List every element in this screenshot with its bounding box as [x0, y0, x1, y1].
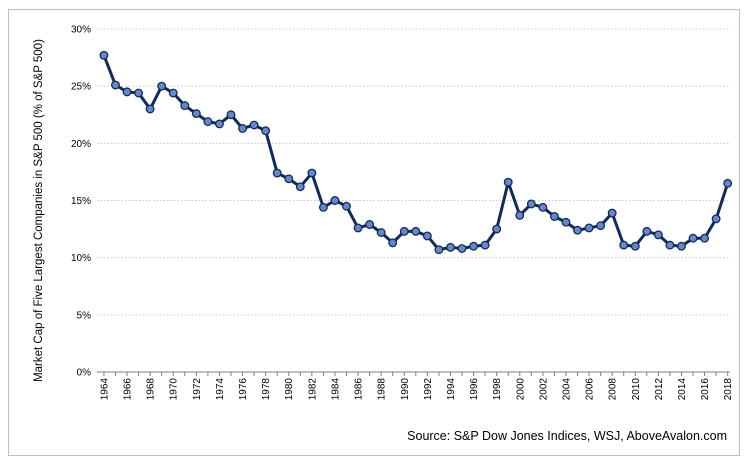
data-point-1983	[318, 202, 328, 212]
data-point-1979	[272, 168, 282, 178]
data-point-2012	[653, 230, 663, 240]
y-tick-label: 10%	[71, 253, 91, 264]
data-point-2016	[700, 233, 710, 243]
x-tick-label: 2016	[700, 378, 711, 401]
data-point-1993	[434, 245, 444, 255]
data-point-2011	[642, 226, 652, 236]
data-point-2000	[515, 210, 525, 220]
data-point-1992	[422, 231, 432, 241]
x-tick-label: 1992	[423, 378, 434, 401]
data-point-2006	[584, 223, 594, 233]
x-tick-label: 1984	[330, 378, 341, 401]
data-point-1991	[411, 226, 421, 236]
data-point-1981	[295, 182, 305, 192]
source-note: Source: S&P Dow Jones Indices, WSJ, Abov…	[407, 429, 727, 443]
data-point-1972	[191, 109, 201, 119]
x-tick-label: 2012	[654, 378, 665, 401]
data-point-2007	[596, 221, 606, 231]
x-tick-label: 1978	[261, 378, 272, 401]
data-point-1965	[111, 80, 120, 90]
data-points	[99, 50, 733, 255]
x-tick-label: 1974	[215, 378, 226, 401]
x-axis-ticks: 1964 1966 1968 1970 1972 1974 1976 1978 1980 1982…	[99, 372, 734, 400]
data-point-1987	[365, 220, 375, 229]
data-point-2003	[549, 212, 559, 221]
data-point-1994	[446, 242, 455, 252]
data-point-2009	[619, 240, 629, 250]
x-tick-label: 1986	[354, 378, 365, 401]
x-tick-label: 1964	[99, 378, 110, 401]
x-tick-label: 1968	[146, 378, 157, 401]
x-tick-label: 1990	[400, 378, 411, 401]
data-point-1985	[342, 201, 351, 211]
data-point-1977	[249, 120, 259, 130]
x-tick-label: 2000	[515, 378, 526, 401]
data-point-1976	[238, 124, 247, 133]
data-point-1998	[492, 224, 502, 234]
y-axis-ticks: 0% 5% 10% 15% 20% 25% 30%	[71, 25, 91, 379]
x-tick-label: 2002	[538, 378, 549, 401]
y-tick-label: 15%	[71, 196, 91, 207]
y-axis-title: Market Cap of Five Largest Companies in …	[33, 39, 45, 382]
data-point-1978	[261, 126, 271, 136]
data-point-1997	[480, 240, 490, 250]
data-point-2008	[607, 208, 617, 218]
y-tick-label: 25%	[71, 82, 91, 93]
x-tick-label: 2008	[608, 378, 619, 401]
x-tick-label: 1998	[492, 378, 503, 401]
x-tick-label: 2010	[631, 378, 642, 401]
data-point-2017	[711, 214, 721, 224]
x-tick-label: 1996	[469, 378, 480, 401]
x-tick-label: 2004	[561, 378, 572, 401]
x-tick-label: 2018	[723, 378, 734, 401]
data-point-1964	[99, 50, 109, 60]
y-tick-label: 0%	[77, 368, 92, 379]
data-point-1973	[203, 117, 213, 127]
data-point-1968	[145, 104, 155, 114]
data-point-2002	[538, 202, 548, 212]
data-point-2004	[561, 217, 571, 227]
y-tick-label: 5%	[77, 310, 92, 321]
x-tick-label: 1994	[446, 378, 457, 401]
series-line	[102, 54, 730, 252]
data-point-1995	[457, 244, 467, 253]
data-point-2010	[630, 241, 640, 251]
data-point-1988	[376, 228, 386, 237]
data-point-1975	[226, 110, 236, 120]
data-point-1966	[122, 87, 132, 97]
data-point-1984	[330, 196, 340, 205]
data-point-1971	[180, 101, 190, 111]
data-point-1980	[284, 174, 294, 184]
gridlines	[97, 28, 730, 316]
data-point-1970	[168, 88, 178, 98]
data-point-1974	[214, 119, 224, 129]
data-point-1986	[353, 223, 363, 233]
data-point-2014	[677, 241, 686, 251]
x-tick-label: 1966	[123, 378, 134, 401]
data-point-2001	[526, 199, 536, 209]
x-tick-label: 1972	[192, 378, 203, 401]
data-point-1990	[399, 226, 409, 236]
x-tick-label: 1982	[307, 378, 318, 401]
data-point-2015	[688, 233, 698, 243]
data-point-2005	[573, 225, 582, 235]
x-tick-label: 2006	[585, 378, 596, 401]
data-point-1967	[134, 88, 144, 98]
data-point-1989	[388, 238, 398, 248]
x-tick-label: 2014	[677, 378, 688, 401]
x-tick-label: 1970	[169, 378, 180, 401]
data-point-1969	[157, 81, 167, 91]
data-point-2018	[723, 178, 733, 188]
data-point-1982	[307, 168, 317, 178]
x-tick-label: 1980	[284, 378, 295, 401]
y-tick-label: 30%	[71, 25, 91, 36]
data-point-2013	[665, 240, 675, 250]
data-point-1996	[469, 241, 479, 251]
y-tick-label: 20%	[71, 139, 91, 150]
x-tick-label: 1976	[238, 378, 249, 401]
data-point-1999	[503, 177, 513, 187]
x-tick-label: 1988	[377, 378, 388, 401]
